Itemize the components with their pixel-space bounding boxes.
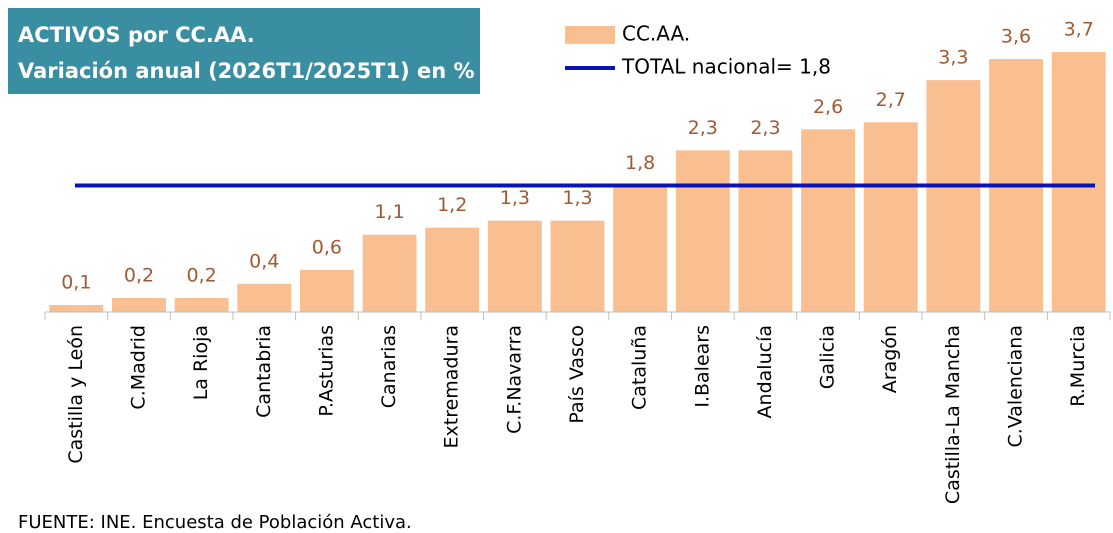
data-label: 3,3 xyxy=(938,47,968,69)
x-tick-label: Canarias xyxy=(378,325,400,408)
data-label: 0,6 xyxy=(312,236,342,258)
bar xyxy=(550,220,605,312)
data-label: 2,7 xyxy=(876,89,906,111)
bar xyxy=(299,269,354,312)
data-label: 0,4 xyxy=(249,250,279,272)
x-tick-label: La Rioja xyxy=(190,325,212,400)
x-tick-label: País Vasco xyxy=(566,325,588,424)
x-tick-label: Castilla y León xyxy=(65,325,87,464)
data-label: 3,7 xyxy=(1064,19,1094,41)
bar xyxy=(801,129,856,312)
bar xyxy=(675,150,730,312)
bar xyxy=(174,297,229,312)
data-label: 1,8 xyxy=(625,152,655,174)
bar xyxy=(112,297,166,312)
x-tick-label: Andalucía xyxy=(754,325,776,418)
x-tick-label: Extremadura xyxy=(441,325,463,449)
bar xyxy=(362,234,417,312)
data-label: 0,2 xyxy=(124,264,154,286)
chart-title: ACTIVOS por CC.AA. xyxy=(18,23,255,47)
legend-label: CC.AA. xyxy=(622,22,690,46)
data-label: 3,6 xyxy=(1001,26,1031,48)
bar xyxy=(425,227,480,312)
x-tick-label: R.Murcia xyxy=(1067,325,1089,407)
bar xyxy=(613,185,668,312)
legend-label: TOTAL nacional= 1,8 xyxy=(621,55,831,79)
title-box xyxy=(8,8,480,94)
x-tick-label: P.Asturias xyxy=(315,325,337,417)
bar xyxy=(487,220,542,312)
x-tick-label: Galicia xyxy=(817,325,839,389)
bar xyxy=(1051,52,1106,313)
bar xyxy=(926,80,981,312)
bar xyxy=(863,122,918,312)
legend-swatch xyxy=(565,26,615,44)
bar xyxy=(237,283,292,312)
data-label: 0,2 xyxy=(187,264,217,286)
data-label: 1,3 xyxy=(562,187,592,209)
x-tick-label: C.Madrid xyxy=(127,325,149,410)
x-tick-label: Cantabria xyxy=(253,325,275,418)
data-label: 0,1 xyxy=(61,271,91,293)
bar xyxy=(738,150,793,312)
x-tick-label: I.Balears xyxy=(691,325,713,408)
data-label: 1,2 xyxy=(437,194,467,216)
data-label: 2,6 xyxy=(813,96,843,118)
x-tick-label: Cataluña xyxy=(629,325,651,410)
data-label: 1,3 xyxy=(500,187,530,209)
source: FUENTE: INE. Encuesta de Población Activ… xyxy=(18,512,412,533)
x-tick-label: C.F.Navarra xyxy=(503,325,525,434)
x-tick-label: Castilla-La Mancha xyxy=(942,325,964,504)
bar xyxy=(49,304,104,312)
x-tick-label: C.Valenciana xyxy=(1005,325,1027,448)
data-label: 1,1 xyxy=(374,201,404,223)
data-label: 2,3 xyxy=(750,117,780,139)
x-tick-label: Aragón xyxy=(879,325,901,393)
chart-subtitle: Variación anual (2026T1/2025T1) en % xyxy=(18,59,475,83)
data-label: 2,3 xyxy=(688,117,718,139)
